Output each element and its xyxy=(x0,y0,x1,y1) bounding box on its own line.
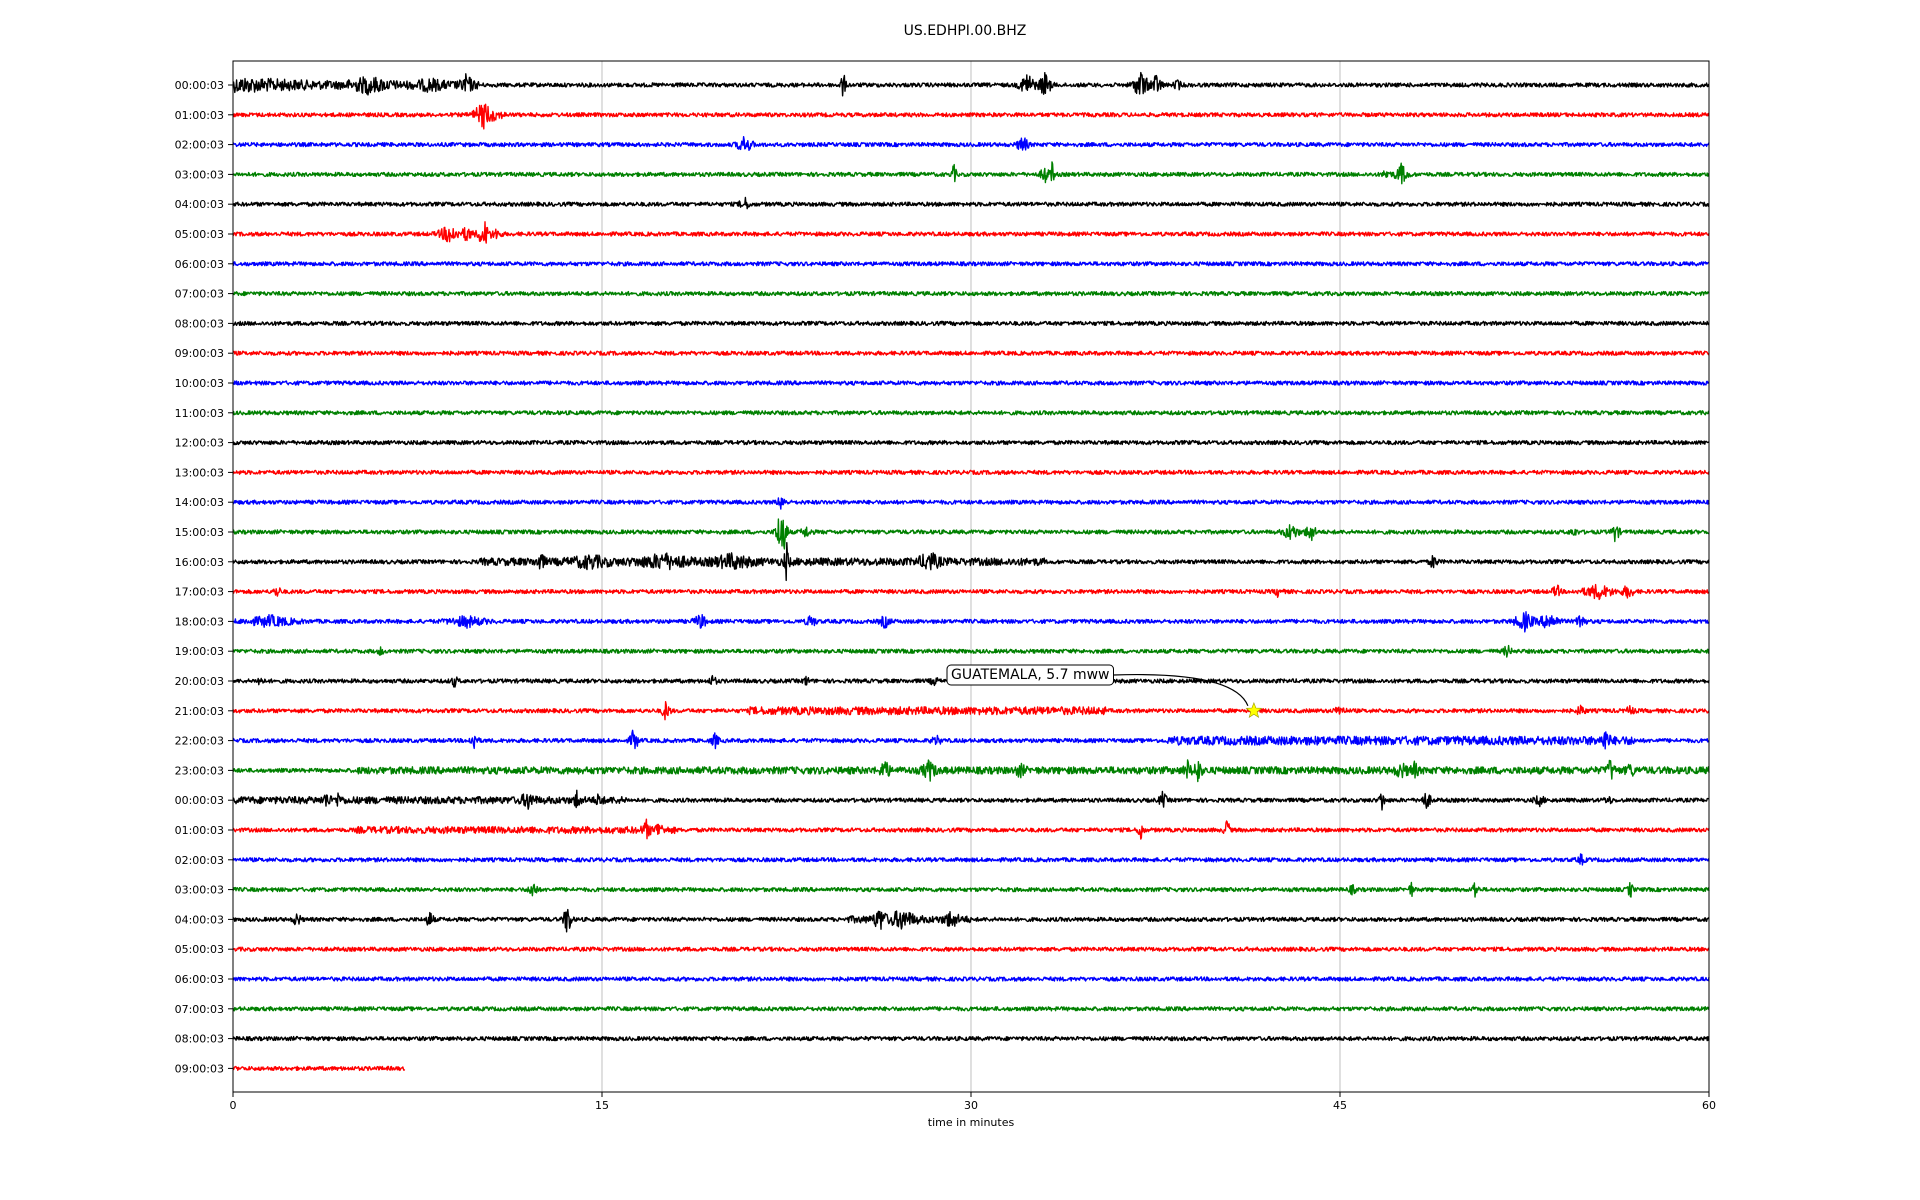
trace-row xyxy=(232,136,1710,151)
trace-row xyxy=(232,290,1710,297)
trace-row xyxy=(232,103,1710,130)
row-time-label: 22:00:03 xyxy=(175,735,224,748)
plot-frame xyxy=(232,60,1710,1093)
trace-row xyxy=(232,518,1710,550)
x-tick-label: 45 xyxy=(1333,1099,1347,1112)
trace-row xyxy=(232,497,1710,510)
row-time-label: 02:00:03 xyxy=(175,139,224,152)
trace-row xyxy=(232,976,1710,982)
trace-row xyxy=(232,320,1710,327)
row-time-label: 23:00:03 xyxy=(175,764,224,777)
trace-row xyxy=(232,380,1710,386)
row-time-label: 04:00:03 xyxy=(175,913,224,926)
trace-row xyxy=(232,946,1710,952)
trace-row xyxy=(232,759,1710,783)
row-time-label: 03:00:03 xyxy=(175,168,224,181)
row-time-label: 09:00:03 xyxy=(175,347,224,360)
trace-row xyxy=(232,1065,406,1072)
row-time-label: 00:00:03 xyxy=(175,794,224,807)
x-axis-label: time in minutes xyxy=(928,1116,1015,1129)
annotation-label: GUATEMALA, 5.7 mww xyxy=(951,667,1110,683)
event-annotation: GUATEMALA, 5.7 mww xyxy=(946,664,1263,718)
trace-row xyxy=(232,818,1710,840)
trace-row xyxy=(232,410,1710,416)
trace-row xyxy=(232,350,1710,356)
row-time-label: 06:00:03 xyxy=(175,258,224,271)
trace-row xyxy=(232,196,1710,210)
trace-row xyxy=(232,469,1710,476)
row-time-label: 06:00:03 xyxy=(175,973,224,986)
row-time-label: 05:00:03 xyxy=(175,228,224,241)
trace-row xyxy=(232,701,1710,721)
row-time-label: 21:00:03 xyxy=(175,705,224,718)
row-time-label: 03:00:03 xyxy=(175,884,224,897)
trace-row xyxy=(232,1035,1710,1042)
row-time-label: 07:00:03 xyxy=(175,1003,224,1016)
row-time-label: 01:00:03 xyxy=(175,824,224,837)
trace-row xyxy=(232,221,1710,244)
row-time-label: 04:00:03 xyxy=(175,198,224,211)
annotation-arrow xyxy=(1113,674,1249,707)
row-time-label: 10:00:03 xyxy=(175,377,224,390)
x-tick-label: 30 xyxy=(964,1099,978,1112)
row-time-label: 13:00:03 xyxy=(175,466,224,479)
event-star-icon xyxy=(1245,701,1263,718)
row-time-label: 02:00:03 xyxy=(175,854,224,867)
trace-row xyxy=(232,789,1710,811)
row-time-label: 08:00:03 xyxy=(175,317,224,330)
row-time-label: 01:00:03 xyxy=(175,109,224,122)
row-time-label: 08:00:03 xyxy=(175,1033,224,1046)
trace-row xyxy=(232,439,1710,446)
row-time-labels: 00:00:03 01:00:03 02:00:03 03:00:03 04:00:03… xyxy=(175,79,233,1075)
trace-row xyxy=(232,71,1710,97)
grid-lines xyxy=(601,61,1341,1092)
row-time-label: 05:00:03 xyxy=(175,943,224,956)
seismic-traces xyxy=(232,71,1710,1072)
row-time-label: 16:00:03 xyxy=(175,556,224,569)
trace-row xyxy=(232,1006,1710,1012)
x-tick-label: 15 xyxy=(595,1099,609,1112)
row-time-label: 00:00:03 xyxy=(175,79,224,92)
row-time-label: 15:00:03 xyxy=(175,526,224,539)
row-time-label: 12:00:03 xyxy=(175,437,224,450)
x-tick-label: 60 xyxy=(1702,1099,1716,1112)
row-time-label: 09:00:03 xyxy=(175,1062,224,1075)
trace-row xyxy=(232,908,1710,933)
trace-row xyxy=(232,729,1710,750)
row-time-label: 07:00:03 xyxy=(175,288,224,301)
annotation-box xyxy=(946,664,1114,686)
row-time-label: 14:00:03 xyxy=(175,496,224,509)
trace-row xyxy=(232,161,1710,185)
chart-title: US.EDHPI.00.BHZ xyxy=(904,23,1027,39)
trace-row xyxy=(232,881,1710,898)
row-time-label: 11:00:03 xyxy=(175,407,224,420)
trace-row xyxy=(232,542,1710,582)
trace-row xyxy=(232,611,1710,633)
x-tick-label: 0 xyxy=(230,1099,237,1112)
trace-row xyxy=(232,583,1710,601)
row-time-label: 17:00:03 xyxy=(175,586,224,599)
trace-row xyxy=(232,644,1710,658)
trace-row xyxy=(232,853,1710,866)
row-time-label: 18:00:03 xyxy=(175,615,224,628)
row-time-label: 19:00:03 xyxy=(175,645,224,658)
x-axis: 0 15 30 45 60 xyxy=(230,1092,1716,1112)
row-time-label: 20:00:03 xyxy=(175,675,224,688)
trace-row xyxy=(232,261,1710,267)
